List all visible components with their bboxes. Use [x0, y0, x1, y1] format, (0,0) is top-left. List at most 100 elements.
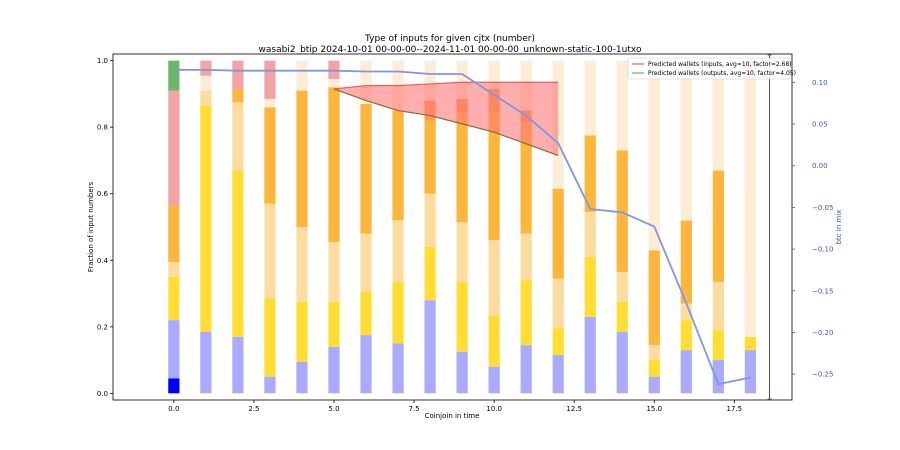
bar-segment-2-2: [232, 170, 244, 337]
y-tick-label: 0.6: [97, 190, 109, 198]
bar-segment-4-3: [296, 227, 308, 302]
bar-segment-8-1: [424, 300, 436, 394]
bar-segment-9-3: [456, 222, 468, 282]
predicted-inputs-line: [333, 81, 559, 90]
x-axis: 0.0 2.5 5.0 7.5 10.0 12.5 15.0 17.5: [168, 400, 742, 413]
bar-segment-0-3: [168, 261, 180, 277]
bar-segment-9-1: [456, 351, 468, 394]
bar-segment-10-4: [488, 112, 500, 241]
bar-segment-15-4: [648, 250, 660, 346]
bar-segment-5-3: [328, 241, 340, 302]
bar-segment-13-6: [584, 60, 596, 136]
bar-segment-6-4: [360, 103, 372, 234]
plot-area: [168, 54, 772, 400]
bar-segment-18-2: [744, 336, 756, 351]
bar-segment-3-4: [264, 107, 276, 204]
bar-segment-13-2: [584, 256, 596, 317]
y2-axis-label: btc in mix: [835, 210, 843, 245]
legend-label-0: Predicted wallets (inputs, avg=10, facto…: [648, 61, 792, 68]
bar-segment-6-2: [360, 291, 372, 336]
chart-title: Type of inputs for given cjtx (number) w…: [259, 34, 642, 55]
bar-segment-12-1: [552, 355, 564, 394]
bar-segment-10-6: [488, 60, 500, 89]
x-tick-label: 10.0: [486, 405, 502, 413]
bar-segment-0-1: [168, 320, 180, 379]
bar-segment-8-4: [424, 120, 436, 194]
bar-segment-9-2: [456, 281, 468, 352]
y2-tick-label: −0.05: [812, 204, 833, 212]
bar-segment-16-2: [680, 320, 692, 351]
bar-segment-3-7: [264, 60, 276, 99]
bar-segment-17-1: [712, 360, 724, 394]
bar-segment-2-3: [232, 102, 244, 171]
bar-segment-1-3: [200, 90, 212, 106]
bar-segment-13-3: [584, 212, 596, 257]
legend-label-1: Predicted wallets (outputs, avg=10, fact…: [648, 70, 796, 77]
bar-segment-5-6: [328, 78, 340, 88]
bar-segment-0-7: [168, 90, 180, 206]
bar-segment-7-4: [392, 110, 404, 221]
bar-segment-0-2: [168, 276, 180, 321]
bar-segment-3-3: [264, 203, 276, 299]
bar-segment-17-6: [712, 60, 724, 171]
y-tick-label: 0.8: [97, 124, 108, 132]
bar-segment-4-4: [296, 90, 308, 227]
y-tick-label: 0.0: [97, 390, 108, 398]
bar-segment-12-4: [552, 188, 564, 279]
bar-segment-8-6: [424, 60, 436, 101]
bar-segment-7-1: [392, 343, 404, 394]
y2-tick-label: −0.20: [812, 329, 833, 337]
bar-segment-12-3: [552, 278, 564, 329]
bar-segment-9-4: [456, 112, 468, 223]
bar-segment-11-1: [520, 345, 532, 394]
bar-segment-16-6: [680, 60, 692, 221]
bar-segment-2-1: [232, 336, 244, 394]
bar-segment-15-1: [648, 376, 660, 394]
bar-segment-2-7: [232, 60, 244, 89]
bar-segment-16-3: [680, 303, 692, 321]
bar-segment-14-2: [616, 301, 628, 332]
bar-segment-10-3: [488, 240, 500, 316]
bar-segment-5-4: [328, 87, 340, 242]
bar-segment-11-4: [520, 122, 532, 234]
bar-segment-15-2: [648, 360, 660, 377]
x-tick-label: 0.0: [168, 405, 179, 413]
bar-segment-14-3: [616, 271, 628, 302]
bar-segment-14-6: [616, 60, 628, 151]
bar-segment-7-2: [392, 281, 404, 344]
y2-tick-label: −0.15: [812, 287, 833, 295]
bar-segment-10-2: [488, 315, 500, 367]
axes-frame: [112, 53, 793, 401]
bar-segment-13-4: [584, 135, 596, 213]
y-axis: 0.0 0.2 0.4 0.6 0.8 1.0: [97, 57, 113, 398]
bar-segment-17-4: [712, 170, 724, 282]
bar-segment-1-2: [200, 105, 212, 332]
bar-segment-8-2: [424, 246, 436, 301]
y2-tick-label: −0.10: [812, 246, 833, 254]
legend-box: [627, 57, 791, 80]
y-axis-label: Fraction of input numbers: [87, 181, 95, 272]
btc-in-mix-line: [173, 68, 751, 386]
bar-segment-14-4: [616, 150, 628, 272]
bar-segment-0-0: [168, 378, 180, 394]
y2-axis: 0.10 0.05 0.00 −0.05 −0.10 −0.15 −0.20 −0.25: [792, 79, 833, 379]
y2-tick-label: 0.10: [812, 79, 828, 87]
x-tick-label: 7.5: [408, 405, 419, 413]
bar-segment-13-1: [584, 316, 596, 394]
bar-segment-15-6: [648, 60, 660, 251]
bar-segment-8-3: [424, 193, 436, 247]
x-tick-label: 2.5: [248, 405, 259, 413]
bar-segment-18-1: [744, 350, 756, 394]
x-tick-label: 15.0: [646, 405, 662, 413]
bar-segment-0-4: [168, 205, 180, 262]
y2-tick-label: −0.25: [812, 371, 833, 379]
bar-segment-11-3: [520, 233, 532, 281]
bar-segment-6-3: [360, 233, 372, 292]
bar-segment-10-1: [488, 366, 500, 394]
bar-segment-17-2: [712, 330, 724, 361]
y-tick-label: 0.2: [97, 323, 108, 331]
bar-segment-7-3: [392, 220, 404, 282]
predicted-outputs-line: [333, 88, 559, 157]
bar-segment-3-1: [264, 376, 276, 394]
y-tick-label: 1.0: [97, 57, 108, 65]
